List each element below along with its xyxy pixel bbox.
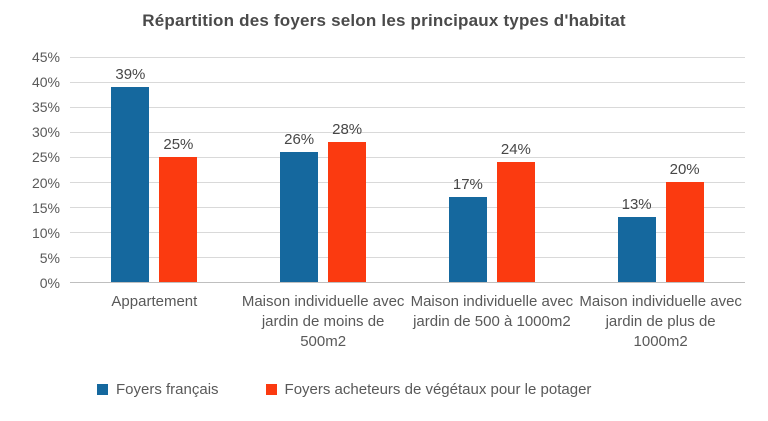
bar-value-label: 13% <box>621 196 652 213</box>
x-axis-label: Appartement <box>70 292 239 352</box>
bar-value-label: 25% <box>163 136 194 153</box>
bar-column: 17% <box>448 57 487 282</box>
bar <box>617 217 656 282</box>
gridline <box>70 257 745 258</box>
plot-area: 39% 25% 26% 28% 17% 24% 13% 20% <box>70 57 745 283</box>
y-tick-label: 35% <box>31 99 60 116</box>
chart-title: Répartition des foyers selon les princip… <box>142 11 626 30</box>
legend: Foyers français Foyers acheteurs de végét… <box>97 381 591 398</box>
bar-value-label: 24% <box>500 141 531 158</box>
bar-column: 25% <box>159 57 198 282</box>
bar <box>328 142 367 282</box>
y-tick-label: 10% <box>31 224 60 241</box>
bar-value-label: 39% <box>115 66 146 83</box>
y-tick-label: 40% <box>31 74 60 91</box>
x-axis-label-text: Maison individuelle avec jardin de moins… <box>241 293 405 350</box>
bar <box>496 162 535 282</box>
y-tick-label: 20% <box>31 174 60 191</box>
bar-column: 26% <box>280 57 319 282</box>
gridline <box>70 82 745 83</box>
gridline <box>70 57 745 58</box>
legend-item: Foyers acheteurs de végétaux pour le pot… <box>265 381 592 398</box>
gridline <box>70 182 745 183</box>
bar <box>111 87 150 282</box>
x-axis-label-text: Appartement <box>111 293 198 310</box>
bar-value-label: 28% <box>332 121 363 138</box>
bar <box>280 152 319 282</box>
bar <box>448 197 487 282</box>
y-tick-label: 45% <box>31 49 60 65</box>
bar-group: 17% 24% <box>408 57 577 282</box>
gridline <box>70 206 745 208</box>
x-axis: Appartement Maison individuelle avec jard… <box>70 292 745 352</box>
legend-label: Foyers français <box>116 381 219 398</box>
gridline <box>70 232 745 233</box>
bar-value-label: 20% <box>669 161 700 178</box>
bar-column: 39% <box>111 57 150 282</box>
bar-column: 13% <box>617 57 656 282</box>
gridline <box>70 131 745 133</box>
x-axis-label: Maison individuelle avec jardin de 500 à… <box>408 292 577 352</box>
y-tick-label: 5% <box>39 249 60 266</box>
bar-column: 28% <box>328 57 367 282</box>
y-tick-label: 25% <box>31 149 60 166</box>
legend-swatch <box>265 384 277 395</box>
gridline <box>70 157 745 158</box>
x-axis-label: Maison individuelle avec jardin de moins… <box>239 292 408 352</box>
bar-group: 26% 28% <box>239 57 408 282</box>
y-tick-label: 30% <box>31 124 60 141</box>
bar <box>665 182 704 282</box>
y-tick-label: 0% <box>39 275 60 291</box>
legend-label: Foyers acheteurs de végétaux pour le pot… <box>284 381 592 398</box>
legend-swatch <box>97 384 108 395</box>
x-axis-label: Maison individuelle avec jardin de plus … <box>576 292 745 352</box>
bar-column: 24% <box>496 57 535 282</box>
x-axis-label-text: Maison individuelle avec jardin de 500 à… <box>410 293 574 330</box>
bar-group: 13% 20% <box>576 57 745 282</box>
y-axis: 45% 40% 35% 30% 25% 20% 15% 10% 5% 0% <box>0 49 60 291</box>
y-tick-label: 15% <box>31 199 60 216</box>
bar-column: 20% <box>665 57 704 282</box>
gridline <box>70 107 745 108</box>
bar-value-label: 26% <box>284 131 315 148</box>
bar <box>159 157 198 282</box>
bar-value-label: 17% <box>452 176 483 193</box>
x-axis-label-text: Maison individuelle avec jardin de plus … <box>579 293 742 350</box>
bar-group: 39% 25% <box>70 57 239 282</box>
legend-item: Foyers français <box>97 381 219 398</box>
